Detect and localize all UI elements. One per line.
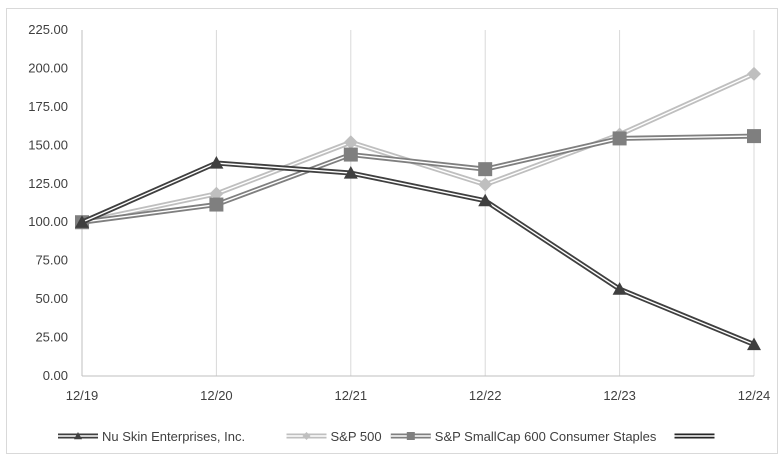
y-tick-label: 75.00 [35, 253, 68, 268]
series-2-point-12-22 [478, 162, 493, 177]
series-0-point-12-21 [343, 166, 358, 179]
series-0-line-inner [81, 162, 755, 346]
series-2-point-12-23 [612, 131, 627, 146]
series-0-point-12-23 [612, 282, 627, 295]
series-0-line [80, 160, 755, 347]
series-2-point-12-20 [209, 197, 224, 212]
legend-marker-2 [406, 432, 415, 440]
x-tick-label: 12/20 [200, 388, 233, 403]
y-tick-label: 175.00 [28, 99, 68, 114]
series-0-point-12-24 [747, 337, 761, 351]
x-tick-label: 12/21 [335, 388, 368, 403]
series-0-point-12-19 [75, 215, 89, 228]
x-tick-label: 12/22 [469, 388, 502, 403]
series-2-point-12-24 [747, 129, 761, 144]
y-tick-label: 100.00 [28, 214, 68, 229]
legend-marker-0 [74, 432, 82, 440]
series-0-point-12-22 [478, 193, 493, 207]
series-1-point-12-21 [343, 135, 358, 150]
chart-frame [6, 8, 778, 454]
legend-marker-1 [302, 432, 311, 440]
series-1-point-12-20 [209, 186, 224, 201]
x-tick-label: 12/19 [66, 388, 99, 403]
y-tick-label: 150.00 [28, 137, 68, 152]
series-0-point-12-20 [209, 156, 224, 169]
y-tick-label: 200.00 [28, 60, 68, 75]
legend-label-0: Nu Skin Enterprises, Inc. [102, 429, 245, 444]
series-1-point-12-24 [747, 66, 761, 81]
y-tick-label: 225.00 [28, 22, 68, 37]
y-tick-label: 125.00 [28, 176, 68, 191]
series-2-point-12-21 [343, 147, 358, 162]
y-tick-label: 0.00 [43, 368, 68, 383]
series-1-line [81, 71, 756, 225]
x-tick-label: 12/24 [738, 388, 771, 403]
y-tick-label: 25.00 [35, 330, 68, 345]
legend-label-1: S&P 500 [331, 429, 382, 444]
legend-label-2: S&P SmallCap 600 Consumer Staples [435, 429, 657, 444]
series-2-line-inner [81, 135, 755, 223]
series-1-point-12-22 [478, 177, 493, 192]
x-tick-label: 12/23 [603, 388, 636, 403]
y-tick-label: 50.00 [35, 291, 68, 306]
